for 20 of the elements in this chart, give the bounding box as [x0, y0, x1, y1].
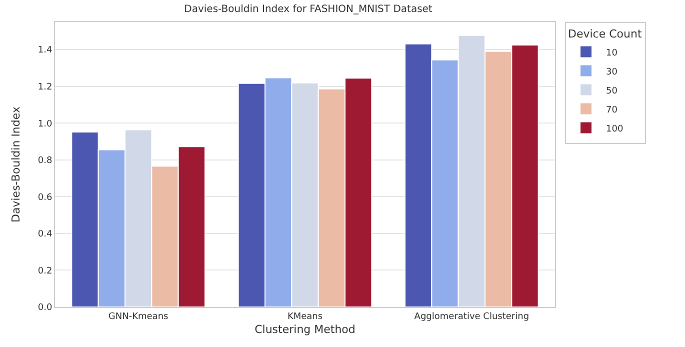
x-tick-label: GNN-Kmeans	[108, 312, 169, 322]
x-axis-title: Clustering Method	[254, 323, 356, 336]
legend-label: 100	[606, 124, 624, 134]
y-tick-label: 0.4	[38, 230, 52, 240]
y-tick-label: 0.8	[38, 156, 52, 166]
y-tick-label: 1.4	[38, 46, 52, 56]
x-tick-label: KMeans	[287, 312, 323, 322]
legend-title: Device Count	[568, 27, 642, 40]
legend-label: 30	[606, 67, 618, 78]
y-tick-label: 1.2	[38, 82, 52, 92]
y-tick-label: 1.0	[38, 119, 52, 130]
y-axis-title: Davies-Bouldin Index	[10, 106, 23, 222]
legend-label: 70	[606, 105, 618, 116]
y-tick-label: 0.2	[38, 266, 52, 276]
y-tick-label: 0.0	[38, 303, 52, 314]
legend-label: 10	[606, 48, 618, 58]
y-tick-label: 0.6	[38, 192, 52, 203]
legend-label: 50	[606, 86, 618, 96]
x-tick-label: Agglomerative Clustering	[414, 312, 530, 322]
chart-title: Davies-Bouldin Index for FASHION_MNIST Dataset	[184, 4, 432, 16]
